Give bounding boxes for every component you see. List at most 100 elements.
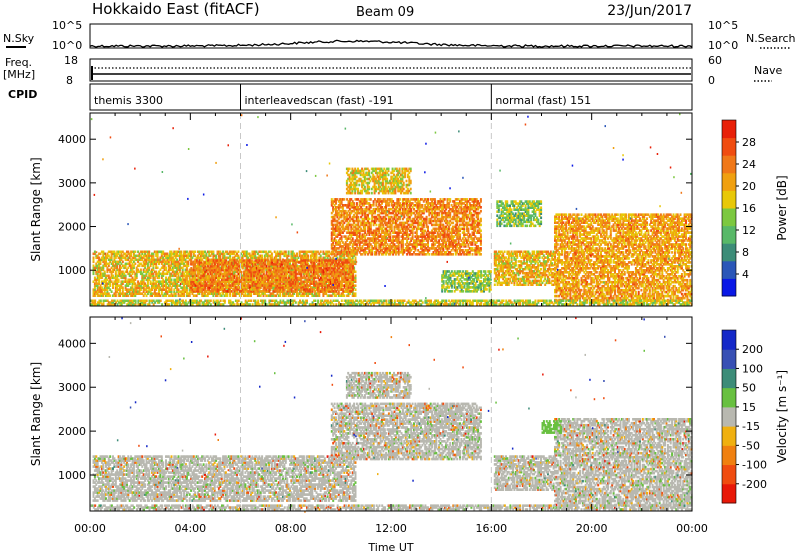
- data-cell: [99, 252, 102, 256]
- data-cell: [290, 294, 293, 297]
- data-cell: [205, 268, 208, 272]
- data-cell: [209, 254, 212, 258]
- data-cell: [258, 284, 261, 287]
- data-cell: [354, 288, 357, 291]
- data-cell: [145, 294, 148, 297]
- data-cell: [358, 231, 361, 234]
- data-cell: [333, 227, 336, 231]
- data-cell: [222, 254, 225, 258]
- data-cell: [351, 217, 354, 221]
- data-cell: [341, 207, 344, 211]
- data-cell: [190, 274, 193, 278]
- data-cell: [382, 239, 385, 242]
- data-cell: [351, 237, 354, 240]
- data-cell: [139, 282, 142, 285]
- data-cell: [114, 278, 117, 282]
- data-cell: [352, 267, 354, 270]
- data-cell: [240, 263, 243, 266]
- data-cell: [333, 290, 336, 293]
- data-cell: [358, 204, 361, 207]
- data-cell: [369, 253, 372, 256]
- data-cell: [146, 270, 149, 274]
- data-cell: [151, 286, 153, 289]
- data-cell: [277, 254, 280, 258]
- data-cell: [317, 286, 320, 289]
- data-cell: [282, 278, 285, 281]
- data-cell: [102, 266, 105, 270]
- data-cell: [169, 290, 172, 293]
- data-cell: [331, 288, 334, 291]
- data-cell: [191, 284, 194, 287]
- data-cell: [314, 262, 317, 266]
- data-cell: [119, 274, 121, 278]
- data-cell: [314, 282, 317, 285]
- data-cell: [324, 288, 327, 291]
- data-cell: [134, 284, 137, 287]
- data-cell: [261, 282, 264, 285]
- data-cell: [191, 276, 194, 280]
- data-cell: [353, 262, 356, 266]
- data-cell: [188, 286, 191, 289]
- data-cell: [250, 286, 252, 289]
- data-cell: [217, 290, 220, 293]
- data-cell: [160, 290, 163, 293]
- data-cell: [99, 272, 102, 276]
- data-cell: [211, 268, 214, 272]
- data-cell: [368, 209, 371, 213]
- data-cell: [303, 270, 306, 274]
- data-cell: [375, 253, 378, 256]
- data-cell: [354, 229, 357, 233]
- data-cell: [241, 263, 244, 266]
- data-cell: [354, 211, 357, 215]
- data-cell: [351, 219, 354, 223]
- data-cell: [190, 270, 193, 274]
- data-cell: [204, 276, 206, 280]
- data-cell: [185, 288, 188, 291]
- data-cell: [99, 270, 102, 274]
- data-cell: [328, 250, 330, 254]
- data-cell: [333, 261, 336, 264]
- data-cell: [353, 280, 356, 283]
- data-cell: [109, 276, 112, 280]
- data-cell: [197, 256, 199, 260]
- data-cell: [333, 286, 336, 289]
- data-cell: [342, 272, 345, 276]
- data-cell: [211, 252, 213, 256]
- data-cell: [358, 239, 361, 242]
- data-cell: [279, 294, 282, 297]
- data-cell: [340, 263, 343, 266]
- data-cell: [280, 288, 283, 291]
- data-cell: [124, 258, 127, 262]
- data-cell: [222, 252, 225, 256]
- data-cell: [343, 198, 346, 201]
- data-cell: [259, 262, 262, 266]
- data-cell: [258, 288, 261, 291]
- data-cell: [187, 292, 190, 295]
- data-cell: [156, 266, 159, 270]
- data-cell: [331, 280, 334, 283]
- data-cell: [103, 288, 106, 291]
- data-cell: [367, 245, 369, 248]
- data-cell: [226, 294, 229, 297]
- data-cell: [374, 207, 376, 211]
- data-cell: [211, 265, 214, 268]
- data-cell: [177, 266, 180, 270]
- data-cell: [337, 231, 340, 234]
- data-cell: [251, 278, 254, 281]
- data-cell: [109, 256, 112, 260]
- data-cell: [110, 280, 113, 283]
- data-cell: [360, 223, 363, 227]
- data-cell: [282, 274, 285, 278]
- data-cell: [344, 247, 347, 250]
- data-cell: [265, 276, 268, 280]
- data-cell: [215, 288, 218, 291]
- data-cell: [344, 211, 347, 215]
- data-cell: [336, 223, 339, 227]
- data-cell: [340, 252, 343, 256]
- data-cell: [319, 267, 322, 270]
- data-cell: [372, 207, 375, 211]
- data-cell: [127, 280, 130, 283]
- data-cell: [169, 276, 172, 280]
- data-cell: [226, 286, 229, 289]
- data-cell: [105, 294, 107, 297]
